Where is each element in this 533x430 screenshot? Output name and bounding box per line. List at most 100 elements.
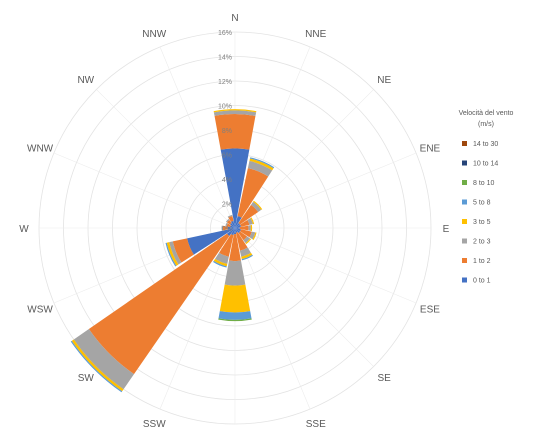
sector-w-2-to-3 — [221, 225, 223, 231]
sector-e-1-to-2 — [239, 225, 249, 231]
legend-swatch — [462, 160, 467, 166]
sector-ne-3-to-5 — [253, 200, 263, 210]
sector-sw-1-to-2 — [88, 233, 230, 375]
sector-sse-3-to-5 — [241, 252, 253, 260]
legend-swatch — [462, 199, 467, 205]
sector-e-2-to-3 — [248, 225, 251, 231]
sector-e-0-to-1 — [235, 227, 240, 229]
sector-se-1-to-2 — [238, 231, 248, 241]
grid-spoke — [53, 152, 236, 229]
sector-s-0-to-1 — [233, 228, 237, 235]
legend-title-unit: (m/s) — [478, 121, 494, 128]
sector-ese-3-to-5 — [252, 232, 257, 240]
sector-wsw-1-to-2 — [172, 238, 194, 263]
direction-labels: NNNENEENEEESESESSESSSWSWWSWWWNWNWNNW — [19, 13, 449, 430]
radial-tick-label: 4% — [222, 177, 232, 184]
direction-label-se: SE — [378, 373, 392, 384]
sector-ese-0-to-1 — [235, 228, 241, 232]
sector-n-3-to-5 — [213, 109, 257, 113]
sector-se-2-to-3 — [243, 236, 251, 244]
sector-s-3-to-5 — [219, 284, 251, 313]
sector-nne-3-to-5 — [249, 158, 274, 171]
sector-nne-2-to-3 — [247, 160, 273, 177]
grid-spoke — [234, 227, 374, 367]
sector-wsw-2-to-3 — [169, 241, 182, 265]
legend-swatch — [462, 258, 467, 263]
grid-spoke — [234, 227, 417, 304]
sector-sse-0-to-1 — [235, 228, 238, 233]
radial-tick-label: 8% — [222, 128, 232, 135]
sector-ese-2-to-3 — [249, 231, 256, 240]
grid-spoke — [159, 46, 236, 229]
direction-label-nw: NW — [77, 75, 94, 86]
radial-tick-label: 14% — [218, 55, 232, 62]
legend-items: 14 to 30 10 to 14 8 to 10 5 to 8 3 to 5 2 to … — [462, 141, 498, 285]
sector-w-1-to-2 — [222, 225, 228, 231]
sector-n-0-to-1 — [220, 148, 250, 228]
radial-tick-label: 16% — [218, 30, 232, 37]
sector-se-3-to-5 — [245, 238, 252, 245]
sector-nw-0-to-1 — [229, 222, 235, 228]
sector-wsw-0-to-1 — [187, 228, 235, 255]
sector-s-1-to-2 — [229, 234, 241, 262]
sector-sse-1-to-2 — [236, 232, 248, 251]
direction-label-wsw: WSW — [27, 305, 53, 316]
legend-label: 8 to 10 — [473, 180, 495, 187]
legend-label: 5 to 8 — [473, 200, 491, 207]
sector-wsw-3-to-5 — [166, 242, 179, 266]
legend: Velocità del vento (m/s) 14 to 30 10 to 1… — [459, 110, 514, 285]
sector-n-2-to-3 — [213, 110, 257, 116]
direction-label-sw: SW — [78, 373, 95, 384]
sector-sse-5-to-8 — [241, 254, 253, 261]
direction-label-wnw: WNW — [27, 143, 54, 154]
sector-nw-2-to-3 — [225, 218, 230, 223]
grid-spoke — [234, 152, 417, 229]
radial-tick-labels: 0% 2% 4% 6% 8% 10% 12% 14% 16% — [218, 30, 232, 233]
sector-nw-1-to-2 — [226, 219, 232, 225]
sector-ssw-2-to-3 — [215, 252, 229, 264]
sector-sse-2-to-3 — [239, 247, 251, 257]
sector-sw-2-to-3 — [73, 328, 135, 390]
sector-nne-5-to-8 — [249, 157, 275, 169]
legend-label: 2 to 3 — [473, 239, 491, 246]
legend-title: Velocità del vento — [459, 110, 514, 117]
sector-s-8-to-10 — [218, 318, 252, 322]
sector-wnw-1-to-2 — [226, 223, 231, 227]
sector-nne-0-to-1 — [235, 216, 242, 228]
grid-spoke — [96, 89, 236, 229]
sector-wsw-5-to-8 — [165, 242, 177, 267]
direction-label-ese: ESE — [420, 305, 440, 316]
radial-tick-label: 0% — [222, 226, 232, 233]
sector-ssw-5-to-8 — [213, 260, 227, 268]
sector-ne-1-to-2 — [238, 204, 259, 225]
direction-label-e: E — [443, 224, 450, 235]
radial-tick-label: 12% — [218, 79, 232, 86]
legend-swatch — [462, 219, 467, 224]
legend-label: 10 to 14 — [473, 161, 498, 168]
legend-swatch — [462, 277, 467, 283]
sector-ene-2-to-3 — [247, 218, 253, 225]
legend-swatch — [462, 180, 467, 185]
sector-s-2-to-3 — [224, 260, 246, 286]
legend-label: 14 to 30 — [473, 141, 498, 148]
sector-ese-1-to-2 — [240, 229, 252, 238]
sector-wnw-0-to-1 — [230, 225, 235, 228]
direction-label-n: N — [231, 13, 238, 24]
sector-nnw-0-to-1 — [231, 220, 235, 228]
radial-tick-label: 6% — [222, 153, 232, 160]
direction-label-sse: SSE — [306, 419, 326, 430]
sector-wnw-2-to-3 — [225, 222, 228, 227]
direction-label-nnw: NNW — [142, 29, 166, 40]
sector-e-3-to-5 — [250, 224, 253, 232]
sector-ene-1-to-2 — [240, 220, 250, 227]
direction-label-nne: NNE — [305, 29, 326, 40]
sector-nnw-1-to-2 — [228, 216, 234, 222]
legend-swatch — [462, 141, 467, 146]
sector-nne-1-to-2 — [237, 168, 269, 218]
sector-ssw-0-to-1 — [231, 228, 235, 236]
sector-ene-3-to-5 — [250, 217, 255, 225]
sector-n-1-to-2 — [214, 114, 256, 150]
sector-s-5-to-8 — [218, 311, 252, 320]
sector-ene-0-to-1 — [235, 224, 241, 228]
